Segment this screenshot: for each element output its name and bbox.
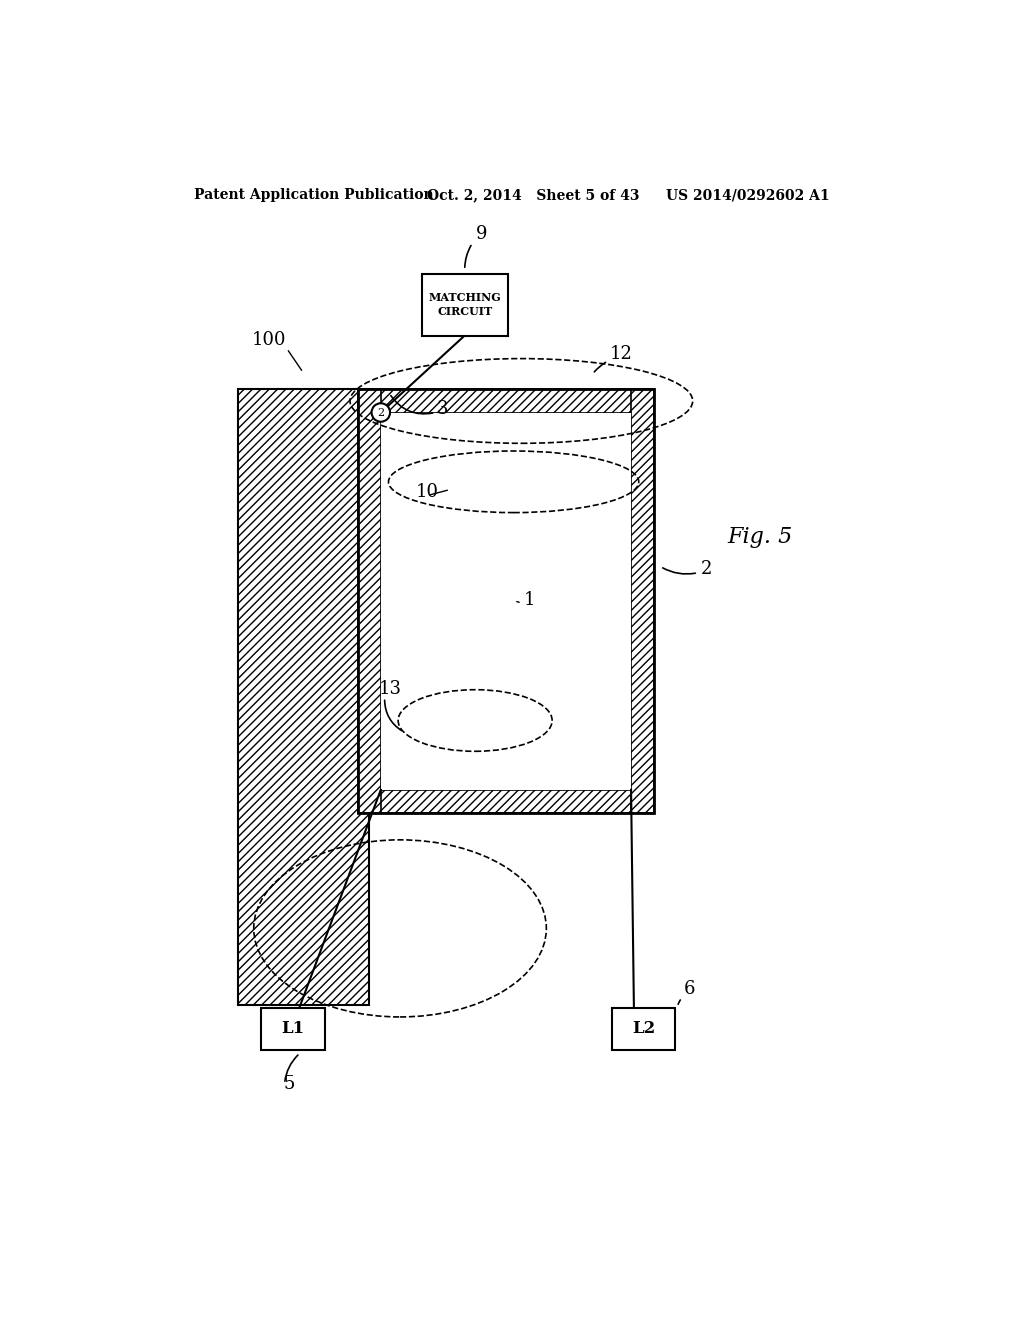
Bar	[611, 1007, 675, 1051]
Text: 9: 9	[475, 226, 487, 243]
Text: 3: 3	[437, 400, 449, 418]
Text: US 2014/0292602 A1: US 2014/0292602 A1	[666, 189, 829, 202]
Bar	[239, 389, 370, 1006]
Text: MATCHING: MATCHING	[428, 292, 501, 304]
Text: Fig. 5: Fig. 5	[727, 527, 793, 548]
Text: L1: L1	[282, 1020, 304, 1038]
Bar	[357, 789, 654, 813]
Text: 5: 5	[283, 1074, 294, 1093]
Bar	[357, 389, 654, 813]
Text: 2: 2	[377, 408, 384, 417]
Text: 6: 6	[683, 979, 695, 998]
Bar	[357, 389, 381, 813]
Bar	[631, 389, 654, 813]
Text: 12: 12	[609, 345, 633, 363]
Bar	[261, 1007, 325, 1051]
Text: CIRCUIT: CIRCUIT	[437, 306, 493, 317]
Text: Oct. 2, 2014   Sheet 5 of 43: Oct. 2, 2014 Sheet 5 of 43	[427, 189, 640, 202]
Bar	[381, 413, 631, 789]
Circle shape	[372, 404, 390, 422]
Text: 2: 2	[700, 560, 712, 578]
Text: L2: L2	[632, 1020, 655, 1038]
Bar	[357, 389, 654, 412]
Text: 1: 1	[523, 591, 535, 609]
Text: Patent Application Publication: Patent Application Publication	[194, 189, 433, 202]
Bar	[422, 275, 508, 335]
Text: 100: 100	[252, 331, 287, 348]
Text: 13: 13	[379, 680, 401, 697]
Text: 10: 10	[416, 483, 438, 502]
